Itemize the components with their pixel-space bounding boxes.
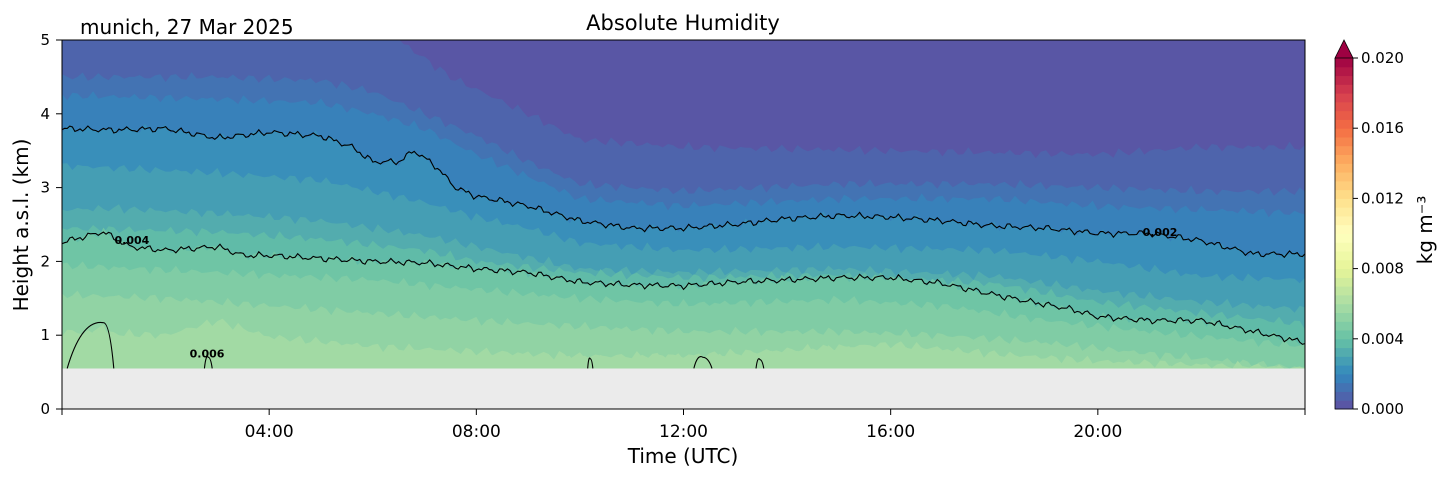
x-tick-label: 16:00 bbox=[866, 422, 915, 442]
contour-line bbox=[755, 358, 765, 369]
colorbar-swatch bbox=[1335, 365, 1353, 375]
humidity-band bbox=[62, 324, 1305, 369]
colorbar-swatch bbox=[1335, 145, 1353, 156]
colorbar-swatch bbox=[1335, 128, 1353, 138]
colorbar-swatch bbox=[1335, 180, 1353, 191]
contour-label: 0.004 bbox=[115, 234, 150, 247]
colorbar-tick-label: 0.020 bbox=[1361, 49, 1404, 67]
colorbar-swatch bbox=[1335, 189, 1353, 199]
colorbar-swatch bbox=[1335, 400, 1353, 410]
colorbar-swatch bbox=[1335, 172, 1353, 182]
contour-line bbox=[62, 125, 1305, 259]
colorbar-swatch bbox=[1335, 347, 1353, 357]
y-tick-label: 0 bbox=[40, 400, 50, 418]
colorbar-tick-label: 0.004 bbox=[1361, 330, 1404, 348]
x-axis-label: Time (UTC) bbox=[627, 444, 739, 468]
colorbar-swatch bbox=[1335, 163, 1353, 173]
colorbar-swatch bbox=[1335, 154, 1353, 164]
colorbar-swatch bbox=[1335, 110, 1353, 120]
colorbar-swatch bbox=[1335, 259, 1353, 270]
colorbar-tick-label: 0.000 bbox=[1361, 400, 1404, 418]
colorbar-swatch bbox=[1335, 373, 1353, 384]
colorbar-swatch bbox=[1335, 268, 1353, 278]
colorbar-swatch bbox=[1335, 338, 1353, 349]
colorbar-swatch bbox=[1335, 356, 1353, 366]
colorbar-tick-label: 0.008 bbox=[1361, 260, 1404, 278]
colorbar-swatch bbox=[1335, 75, 1353, 85]
contour-line bbox=[62, 231, 1305, 345]
colorbar-swatch bbox=[1335, 242, 1353, 252]
colorbar-swatch bbox=[1335, 136, 1353, 147]
colorbar-label: kg m⁻³ bbox=[1413, 196, 1437, 265]
colorbar-swatch bbox=[1335, 207, 1353, 217]
colorbar-swatch bbox=[1335, 277, 1353, 287]
colorbar-swatch bbox=[1335, 312, 1353, 322]
colorbar-swatch bbox=[1335, 303, 1353, 313]
colorbar-swatch bbox=[1335, 93, 1353, 103]
colorbar-frame bbox=[1334, 58, 1354, 410]
x-tick-label: 08:00 bbox=[452, 422, 501, 442]
colorbar-tick-label: 0.016 bbox=[1361, 119, 1404, 137]
colorbar-tick-label: 0.012 bbox=[1361, 189, 1404, 207]
y-axis-label: Height a.s.l. (km) bbox=[9, 139, 33, 312]
colorbar-swatch bbox=[1335, 251, 1353, 261]
colorbar-swatch bbox=[1335, 391, 1353, 401]
colorbar-swatch bbox=[1335, 66, 1353, 77]
colorbar-extend-arrow bbox=[1334, 39, 1354, 59]
colorbar-swatch bbox=[1335, 382, 1353, 392]
no-data-region bbox=[62, 368, 1305, 409]
chart-title: Absolute Humidity bbox=[586, 11, 780, 35]
colorbar-swatch bbox=[1335, 294, 1353, 305]
contour-line bbox=[587, 357, 594, 369]
y-tick-label: 3 bbox=[40, 179, 50, 197]
colorbar-swatch bbox=[1335, 119, 1353, 129]
colorbar-swatch bbox=[1335, 330, 1353, 340]
contour-label: 0.002 bbox=[1143, 226, 1178, 239]
x-tick-label: 20:00 bbox=[1073, 422, 1122, 442]
x-tick-label: 04:00 bbox=[245, 422, 294, 442]
y-tick-label: 5 bbox=[40, 31, 50, 49]
y-tick-label: 2 bbox=[40, 252, 50, 270]
colorbar-swatch bbox=[1335, 233, 1353, 243]
colorbar-swatch bbox=[1335, 84, 1353, 94]
colorbar-swatch bbox=[1335, 58, 1353, 68]
y-tick-label: 1 bbox=[40, 326, 50, 344]
contour-line bbox=[66, 321, 115, 369]
x-tick-label: 12:00 bbox=[659, 422, 708, 442]
contour-line bbox=[203, 356, 213, 369]
contour-line bbox=[693, 356, 713, 369]
colorbar-swatch bbox=[1335, 101, 1353, 112]
colorbar-swatch bbox=[1335, 286, 1353, 296]
y-tick-label: 4 bbox=[40, 105, 50, 123]
colorbar-swatch bbox=[1335, 198, 1353, 208]
colorbar-swatch bbox=[1335, 321, 1353, 331]
chart-subtitle: munich, 27 Mar 2025 bbox=[80, 15, 294, 39]
colorbar-swatch bbox=[1335, 224, 1353, 234]
colorbar-swatch bbox=[1335, 215, 1353, 226]
contour-label: 0.006 bbox=[190, 348, 225, 361]
